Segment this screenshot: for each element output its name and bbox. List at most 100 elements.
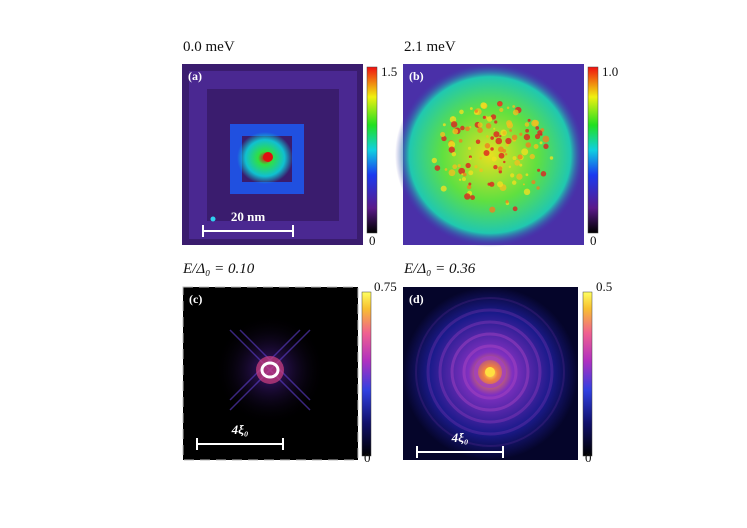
- speckle: [504, 153, 508, 156]
- speckle: [511, 180, 517, 185]
- speckle: [449, 116, 457, 123]
- scale-bar-label: 4ξ₀: [451, 430, 469, 445]
- speckle: [498, 170, 502, 174]
- speckle: [461, 173, 464, 176]
- speckle: [531, 119, 539, 127]
- speckle: [512, 105, 516, 108]
- speckle: [452, 128, 459, 135]
- speckle: [531, 180, 536, 185]
- colorbar-max: 1.0: [602, 64, 618, 79]
- colorbar-min: 0: [364, 450, 371, 465]
- speckle: [462, 172, 467, 177]
- colorbar-max: 0.75: [374, 279, 397, 294]
- speckle: [497, 146, 504, 153]
- speckle: [493, 127, 496, 130]
- speckle: [540, 171, 547, 177]
- colorbar-max: 1.5: [381, 64, 397, 79]
- speckle: [450, 121, 458, 128]
- colorbar: [582, 291, 593, 457]
- speckle: [527, 118, 531, 122]
- speckle: [534, 133, 541, 140]
- speckle: [533, 144, 539, 149]
- speckle: [514, 159, 521, 166]
- speckle: [489, 206, 496, 213]
- speckle: [479, 168, 483, 173]
- speckle: [505, 137, 512, 145]
- graphic: [230, 124, 304, 194]
- speckle: [448, 141, 456, 149]
- scale-bar-label: 4ξ₀: [231, 422, 249, 437]
- speckle: [482, 115, 486, 119]
- speckle: [510, 173, 515, 178]
- panel-image: [182, 64, 363, 245]
- speckle: [468, 182, 472, 186]
- speckle: [500, 129, 507, 137]
- speckle: [477, 127, 483, 133]
- speckle: [452, 164, 458, 170]
- scale-bar-label: 20 nm: [231, 209, 265, 224]
- speckle: [466, 184, 472, 190]
- panel-image: [403, 287, 578, 460]
- panel-label: (b): [409, 69, 424, 83]
- graphic: [182, 286, 359, 461]
- speckle: [537, 168, 541, 172]
- speckle: [503, 160, 506, 164]
- speckle: [506, 106, 510, 110]
- panel-title: 2.1 meV: [404, 39, 456, 55]
- colorbar-max: 0.5: [596, 279, 612, 294]
- speckle: [442, 123, 446, 127]
- panel-title: E/Δ₀ = 0.36: [403, 261, 476, 277]
- speckle: [458, 139, 463, 143]
- speckle: [431, 157, 438, 164]
- speckle: [440, 131, 446, 138]
- colorbar: [587, 66, 599, 234]
- speckle: [458, 167, 466, 175]
- speckle: [479, 156, 483, 160]
- speckle: [519, 163, 523, 167]
- graphic: [462, 344, 518, 400]
- speckle: [468, 126, 472, 129]
- graphic: [415, 297, 565, 447]
- speckle: [448, 169, 456, 177]
- speckle: [465, 126, 470, 132]
- speckle: [535, 126, 540, 130]
- speckle: [484, 143, 491, 149]
- speckle: [497, 166, 503, 171]
- colorbar: [366, 66, 378, 234]
- speckle: [477, 122, 483, 128]
- speckle: [497, 100, 503, 107]
- speckle: [494, 120, 498, 124]
- speckle: [491, 156, 497, 162]
- speckle: [536, 186, 540, 190]
- graphic: [438, 320, 542, 424]
- speckle: [539, 141, 543, 145]
- speckle: [470, 195, 476, 200]
- colorbar-min: 0: [585, 450, 592, 465]
- speckle: [469, 107, 473, 110]
- speckle: [524, 122, 530, 127]
- speckle: [495, 137, 503, 145]
- graphic: [210, 216, 216, 222]
- speckle: [468, 146, 472, 150]
- speckle: [498, 152, 505, 159]
- colorbar-min: 0: [590, 233, 597, 248]
- speckle: [461, 177, 466, 182]
- speckle: [543, 143, 549, 149]
- speckle: [459, 109, 464, 115]
- speckle: [486, 116, 493, 122]
- speckle: [523, 188, 531, 196]
- speckle: [480, 102, 487, 109]
- speckle: [490, 136, 494, 140]
- speckle: [490, 147, 494, 151]
- speckle: [440, 185, 447, 192]
- speckle: [457, 164, 461, 168]
- panel-image: [395, 63, 585, 247]
- panel-label: (d): [409, 292, 424, 306]
- graphic: [395, 63, 585, 247]
- speckle: [508, 165, 512, 169]
- speckle: [522, 183, 525, 186]
- speckle: [468, 170, 474, 176]
- speckle: [489, 181, 495, 187]
- speckle: [468, 155, 472, 159]
- speckle: [499, 107, 504, 113]
